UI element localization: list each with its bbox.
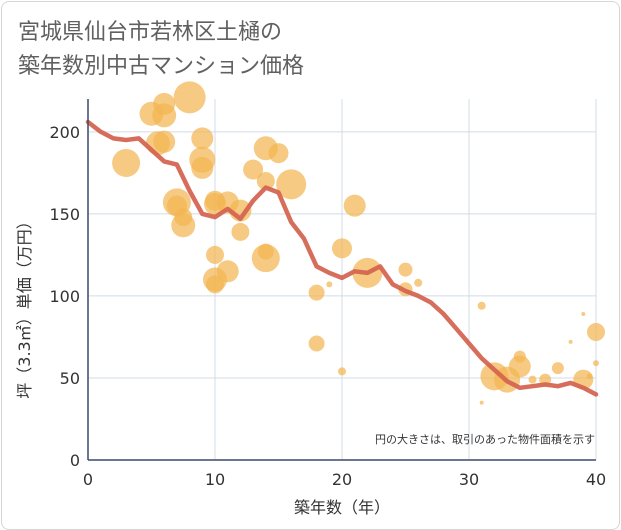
bubble-point-10 [173, 81, 206, 114]
bubble-point-32 [326, 281, 333, 288]
bubble-point-25 [256, 172, 275, 191]
bubble-point-47 [551, 362, 564, 375]
bubble-point-54 [479, 400, 484, 405]
bubble-point-20 [216, 260, 239, 283]
bubble-point-48 [568, 339, 573, 344]
bubble-point-0 [112, 148, 141, 177]
bubble-point-22 [231, 222, 250, 241]
x-tick-label-10: 10 [205, 470, 225, 489]
y-axis-label: 坪（3.3㎡）単価（万円） [15, 213, 34, 398]
bubble-point-16 [206, 245, 224, 264]
bubble-point-5 [153, 130, 176, 153]
x-tick-label-40: 40 [586, 470, 606, 489]
chart-title-line-1: 宮城県仙台市若林区土樋の [18, 20, 283, 45]
chart-title-line-2: 築年数別中古マンション価格 [18, 54, 305, 79]
bubble-point-40 [477, 301, 486, 310]
bubble-point-52 [587, 323, 605, 342]
bubbles [112, 81, 605, 405]
x-tick-label-20: 20 [332, 470, 352, 489]
bubble-point-45 [528, 375, 537, 384]
bubble-point-33 [332, 238, 352, 259]
bubble-point-28 [268, 143, 289, 164]
bubble-point-34 [338, 367, 346, 376]
bubble-point-44 [513, 350, 526, 363]
trend-line-layer [85, 119, 599, 397]
axes [87, 99, 596, 461]
bubble-point-37 [398, 262, 413, 277]
x-axis-label: 築年数（年） [294, 498, 390, 517]
x-tick-label-0: 0 [83, 470, 93, 489]
bubble-point-30 [308, 284, 325, 301]
bubble-point-31 [308, 335, 325, 352]
bubble-point-53 [593, 360, 599, 367]
bubble-point-27 [251, 244, 280, 273]
bubble-point-11 [191, 127, 214, 150]
bubble-point-23 [243, 159, 264, 180]
x-tick-label-30: 30 [459, 470, 479, 489]
bubble-point-29 [276, 169, 307, 200]
bubble-point-39 [414, 278, 423, 287]
bubble-point-4 [152, 103, 177, 128]
bubble-point-13 [191, 156, 214, 179]
y-tick-label-200: 200 [49, 123, 80, 142]
trend-line [85, 119, 599, 397]
chart-title: 宮城県仙台市若林区土樋の 築年数別中古マンション価格 [18, 16, 304, 84]
bubble-point-43 [508, 355, 531, 378]
bubble-point-50 [581, 311, 586, 316]
y-tick-label-50: 50 [60, 369, 80, 388]
y-tick-label-0: 0 [70, 451, 80, 470]
bubble-point-46 [539, 373, 552, 386]
bubble-point-18 [206, 275, 224, 294]
bubble-point-35 [343, 194, 366, 217]
tick-labels: 0 10 20 30 40 0 50 100 150 200 [49, 123, 606, 489]
bubble-point-51 [586, 373, 593, 380]
bubble-point-9 [174, 208, 193, 227]
y-tick-label-150: 150 [49, 205, 80, 224]
size-note: 円の大きさは、取引のあった物件面積を示す [375, 432, 595, 446]
y-tick-label-100: 100 [49, 287, 80, 306]
